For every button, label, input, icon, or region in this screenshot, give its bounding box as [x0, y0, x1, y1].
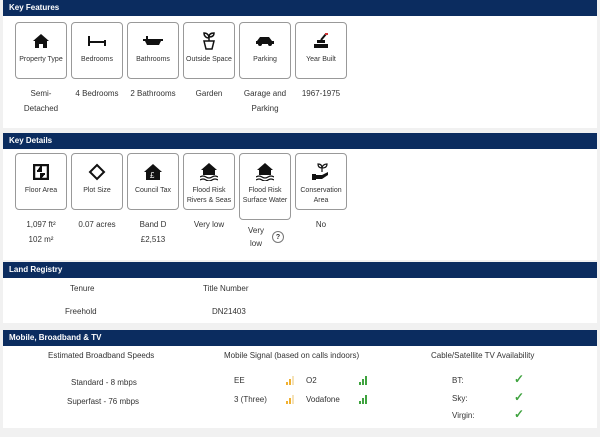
signal-three: 3 (Three) — [234, 395, 267, 404]
mobile-broadband-tv-section: Mobile, Broadband & TV Estimated Broadba… — [3, 330, 597, 428]
conservation-area-card[interactable]: Conservation Area — [295, 153, 347, 210]
tv-virgin: Virgin: — [452, 411, 475, 420]
card-value: Very low — [193, 220, 225, 229]
card-value: No — [315, 220, 327, 229]
card-label: Plot Size — [83, 187, 111, 194]
house-icon — [33, 31, 49, 51]
year-built-card[interactable]: Year Built — [295, 22, 347, 79]
card-value: Very low? — [239, 224, 291, 250]
flood-risk-surface-card[interactable]: Flood Risk Surface Water — [239, 153, 291, 220]
bedrooms-card[interactable]: Bedrooms — [71, 22, 123, 79]
card-value: 0.07 acres — [78, 220, 116, 229]
feature-cards: Property Type Semi-Detached Bedrooms 4 Bed… — [15, 22, 347, 116]
outside-space-card[interactable]: Outside Space — [183, 22, 235, 79]
bath-icon — [143, 31, 163, 51]
plant-pot-icon — [202, 31, 216, 51]
svg-text:£: £ — [150, 171, 155, 180]
tv-title: Cable/Satellite TV Availability — [431, 351, 535, 360]
card-label: Outside Space — [186, 56, 232, 63]
plot-size-card[interactable]: Plot Size — [71, 153, 123, 210]
detail-cards: Floor Area 1,097 ft² 102 m² Plot Size 0.07 … — [15, 153, 347, 250]
card-label: Conservation Area — [300, 187, 342, 204]
help-icon[interactable]: ? — [272, 231, 284, 243]
signal-good-icon — [359, 395, 367, 404]
section-header: Mobile, Broadband & TV — [3, 330, 597, 346]
check-icon: ✓ — [514, 372, 525, 386]
broadband-superfast: Superfast - 76 mbps — [67, 397, 140, 406]
council-tax-card[interactable]: £ Council Tax — [127, 153, 179, 210]
card-value: Band D £2,513 — [127, 217, 179, 247]
tv-bt: BT: — [452, 376, 464, 385]
tenure-header: Tenure — [70, 284, 95, 293]
title-number-value: DN21403 — [212, 307, 246, 316]
broadband-standard: Standard - 8 mbps — [71, 378, 137, 387]
card-value: 1,097 ft² 102 m² — [15, 217, 67, 247]
value-sqm: 102 m² — [28, 235, 54, 244]
check-icon: ✓ — [514, 390, 525, 404]
flood-house-icon — [256, 162, 274, 182]
card-label: Property Type — [19, 56, 63, 63]
check-icon: ✓ — [514, 407, 525, 421]
broadband-title: Estimated Broadband Speeds — [48, 351, 155, 360]
card-label: Bathrooms — [136, 56, 170, 63]
signal-title: Mobile Signal (based on calls indoors) — [224, 351, 360, 360]
key-details-section: Key Details Floor Area 1,097 ft² 102 m² Pl… — [3, 133, 597, 260]
signal-medium-icon — [286, 376, 294, 385]
tax-amount: £2,513 — [140, 235, 166, 244]
card-value: 1967-1975 — [301, 89, 341, 98]
value-sqft: 1,097 ft² — [26, 220, 56, 229]
hand-plant-icon — [312, 162, 330, 182]
car-icon — [256, 31, 274, 51]
card-label: Flood Risk Rivers & Seas — [186, 187, 232, 204]
card-label: Floor Area — [24, 187, 58, 194]
flood-house-icon — [200, 162, 218, 182]
card-label: Parking — [253, 56, 277, 63]
card-value: Garden — [195, 89, 223, 98]
land-registry-section: Land Registry Tenure Title Number Freeho… — [3, 262, 597, 323]
floor-plan-icon — [33, 162, 49, 182]
signal-good-icon — [359, 376, 367, 385]
title-number-header: Title Number — [203, 284, 249, 293]
section-header: Land Registry — [3, 262, 597, 278]
brick-wall-icon — [312, 31, 330, 51]
card-label: Council Tax — [134, 187, 172, 194]
flood-risk-rivers-card[interactable]: Flood Risk Rivers & Seas — [183, 153, 235, 210]
key-features-section: Key Features Property Type Semi-Detached … — [3, 0, 597, 128]
council-tax-house-icon: £ — [144, 162, 162, 182]
flood-surface-value: Very low — [247, 226, 264, 248]
card-label: Bedrooms — [81, 56, 113, 63]
floor-area-card[interactable]: Floor Area — [15, 153, 67, 210]
card-label: Year Built — [306, 56, 336, 63]
section-header: Key Features — [3, 0, 597, 16]
card-value: 4 Bedrooms — [75, 89, 119, 98]
card-value: 2 Bathrooms — [130, 89, 176, 98]
bed-icon — [88, 31, 106, 51]
signal-ee: EE — [234, 376, 245, 385]
card-value: Semi-Detached — [23, 89, 59, 113]
tax-band: Band D — [139, 220, 167, 229]
tv-sky: Sky: — [452, 394, 468, 403]
signal-o2: O2 — [306, 376, 317, 385]
card-label: Flood Risk Surface Water — [242, 187, 288, 204]
signal-vodafone: Vodafone — [306, 395, 340, 404]
bathrooms-card[interactable]: Bathrooms — [127, 22, 179, 79]
signal-medium-icon — [286, 395, 294, 404]
property-type-card[interactable]: Property Type — [15, 22, 67, 79]
parking-card[interactable]: Parking — [239, 22, 291, 79]
section-header: Key Details — [3, 133, 597, 149]
card-value: Garage and Parking — [243, 89, 287, 113]
plot-icon — [88, 162, 106, 182]
tenure-value: Freehold — [65, 307, 97, 316]
